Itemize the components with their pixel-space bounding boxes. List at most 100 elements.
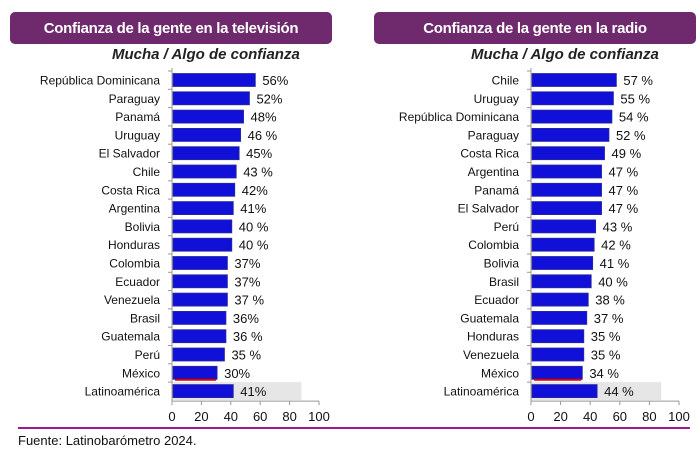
x-tick-label: 40 xyxy=(224,409,238,424)
data-label: 37 % xyxy=(594,311,624,326)
source-note: Fuente: Latinobarómetro 2024. xyxy=(18,433,197,448)
data-label: 56% xyxy=(262,73,288,88)
data-label: 43 % xyxy=(243,165,273,180)
category-label: Chile xyxy=(492,74,520,88)
bar xyxy=(172,365,218,380)
data-label: 38 % xyxy=(595,293,625,308)
data-label: 40 % xyxy=(598,274,628,289)
bar xyxy=(531,182,602,197)
data-label: 41% xyxy=(240,201,266,216)
category-label: Colombia xyxy=(109,257,160,271)
bar xyxy=(531,91,614,106)
bar xyxy=(172,201,234,216)
category-label: Venezuela xyxy=(104,293,160,307)
data-label: 47 % xyxy=(609,183,639,198)
data-label: 36% xyxy=(233,311,259,326)
category-label: República Dominicana xyxy=(399,110,519,124)
x-tick-label: 80 xyxy=(642,409,656,424)
category-label: Chile xyxy=(133,165,161,179)
x-tick-label: 100 xyxy=(308,409,330,424)
bar xyxy=(172,182,236,197)
x-tick-label: 60 xyxy=(613,409,627,424)
category-label: El Salvador xyxy=(99,147,160,161)
bar xyxy=(172,146,240,161)
category-label: Latinoamérica xyxy=(444,385,520,399)
x-tick-label: 0 xyxy=(168,409,175,424)
x-tick-label: 20 xyxy=(553,409,567,424)
category-label: Argentina xyxy=(109,202,161,216)
radio-chart-subtitle: Mucha / Algo de confianza xyxy=(471,46,659,63)
data-label: 40 % xyxy=(239,219,269,234)
data-label: 55 % xyxy=(620,91,650,106)
bar xyxy=(172,384,234,399)
bar xyxy=(531,384,598,399)
bar xyxy=(531,310,588,325)
category-label: Brasil xyxy=(489,275,519,289)
x-tick-label: 80 xyxy=(282,409,296,424)
bar xyxy=(531,237,595,252)
category-label: Panamá xyxy=(115,110,160,124)
bar xyxy=(172,164,237,179)
bar xyxy=(531,146,605,161)
category-label: Honduras xyxy=(108,238,160,252)
category-label: Bolivia xyxy=(484,257,520,271)
bar xyxy=(172,292,228,307)
bar xyxy=(531,256,594,270)
bar xyxy=(172,237,233,252)
bar xyxy=(531,292,589,307)
category-label: Paraguay xyxy=(109,92,160,106)
data-label: 47 % xyxy=(609,165,639,180)
data-label: 35 % xyxy=(231,348,261,363)
bar xyxy=(531,347,585,362)
x-tick-label: 100 xyxy=(668,409,690,424)
data-label: 52% xyxy=(256,91,282,106)
data-label: 49 % xyxy=(612,146,642,161)
data-label: 40 % xyxy=(239,238,269,253)
data-label: 54 % xyxy=(619,110,649,125)
data-label: 48% xyxy=(251,110,277,125)
bar xyxy=(531,274,592,289)
category-label: Costa Rica xyxy=(101,183,160,197)
bar xyxy=(531,329,585,344)
bar xyxy=(531,201,602,216)
bar xyxy=(172,310,227,325)
data-label: 42 % xyxy=(601,238,631,253)
data-label: 44 % xyxy=(604,384,634,399)
data-label: 43 % xyxy=(603,219,633,234)
bar xyxy=(172,347,225,362)
data-label: 41% xyxy=(240,384,266,399)
bar xyxy=(531,219,597,234)
category-label: Ecuador xyxy=(115,275,160,289)
category-label: Colombia xyxy=(468,238,519,252)
bar xyxy=(172,274,228,289)
category-label: Guatemala xyxy=(460,311,519,325)
bar xyxy=(531,127,610,142)
data-label: 35 % xyxy=(591,329,621,344)
data-label: 41 % xyxy=(600,256,630,271)
data-label: 47 % xyxy=(609,201,639,216)
category-label: Guatemala xyxy=(101,330,160,344)
category-label: México xyxy=(481,366,519,380)
category-label: Paraguay xyxy=(468,128,519,142)
category-label: Uruguay xyxy=(115,128,160,142)
bar xyxy=(531,109,613,124)
category-label: Honduras xyxy=(467,330,519,344)
bar xyxy=(172,127,242,142)
bar xyxy=(531,73,617,87)
bar xyxy=(531,365,583,380)
category-label: República Dominicana xyxy=(40,74,160,88)
bar xyxy=(531,164,602,179)
data-label: 34 % xyxy=(589,366,619,381)
bar xyxy=(172,73,256,87)
data-label: 42% xyxy=(242,183,268,198)
data-label: 46 % xyxy=(248,128,278,143)
category-label: Bolivia xyxy=(125,220,161,234)
category-label: Ecuador xyxy=(474,293,519,307)
category-label: Perú xyxy=(135,348,160,362)
tv-chart-header: Confianza de la gente en la televisión xyxy=(10,12,332,44)
bar xyxy=(172,109,244,124)
x-tick-label: 40 xyxy=(583,409,597,424)
x-tick-label: 60 xyxy=(253,409,267,424)
bar xyxy=(172,91,250,106)
